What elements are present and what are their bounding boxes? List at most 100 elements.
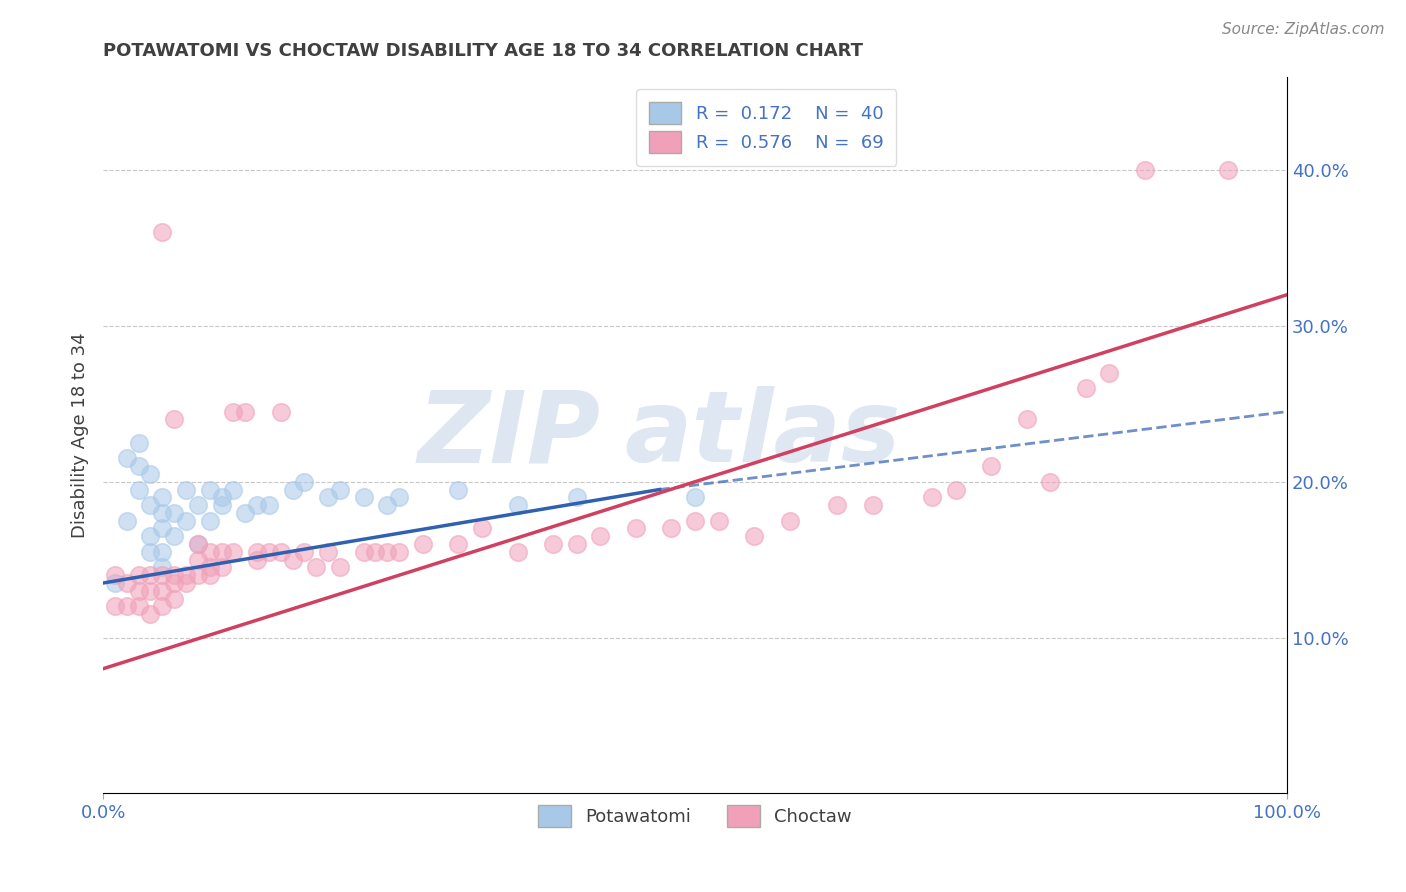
Point <box>661 521 683 535</box>
Point <box>187 537 209 551</box>
Point <box>1216 163 1239 178</box>
Point <box>128 583 150 598</box>
Point <box>281 483 304 497</box>
Point <box>388 545 411 559</box>
Point <box>150 560 173 574</box>
Point <box>589 529 612 543</box>
Point <box>565 491 588 505</box>
Text: ZIP: ZIP <box>418 386 600 483</box>
Point <box>139 498 162 512</box>
Point <box>174 576 197 591</box>
Point <box>104 576 127 591</box>
Point <box>163 568 186 582</box>
Point <box>211 498 233 512</box>
Point <box>246 545 269 559</box>
Point <box>541 537 564 551</box>
Point <box>198 483 221 497</box>
Point <box>115 451 138 466</box>
Point <box>233 506 256 520</box>
Text: POTAWATOMI VS CHOCTAW DISABILITY AGE 18 TO 34 CORRELATION CHART: POTAWATOMI VS CHOCTAW DISABILITY AGE 18 … <box>103 42 863 60</box>
Point <box>364 545 387 559</box>
Point <box>222 483 245 497</box>
Point <box>471 521 494 535</box>
Point <box>624 521 647 535</box>
Point <box>1039 475 1062 489</box>
Point <box>150 545 173 559</box>
Point <box>211 545 233 559</box>
Point <box>187 552 209 566</box>
Text: atlas: atlas <box>624 386 901 483</box>
Point <box>707 514 730 528</box>
Point <box>139 545 162 559</box>
Point <box>565 537 588 551</box>
Point <box>316 491 339 505</box>
Point <box>222 404 245 418</box>
Point <box>150 226 173 240</box>
Point <box>198 514 221 528</box>
Point <box>506 545 529 559</box>
Point <box>233 404 256 418</box>
Point <box>150 599 173 614</box>
Point <box>174 514 197 528</box>
Point <box>329 560 352 574</box>
Point <box>1098 366 1121 380</box>
Point <box>246 498 269 512</box>
Point <box>353 545 375 559</box>
Point <box>211 491 233 505</box>
Point <box>862 498 884 512</box>
Point <box>139 529 162 543</box>
Point <box>187 537 209 551</box>
Point <box>683 491 706 505</box>
Point <box>294 475 316 489</box>
Point <box>316 545 339 559</box>
Point <box>270 404 292 418</box>
Point <box>198 545 221 559</box>
Point <box>506 498 529 512</box>
Point <box>115 576 138 591</box>
Point <box>447 537 470 551</box>
Point <box>139 467 162 481</box>
Point <box>187 498 209 512</box>
Point <box>281 552 304 566</box>
Text: Source: ZipAtlas.com: Source: ZipAtlas.com <box>1222 22 1385 37</box>
Point <box>139 583 162 598</box>
Point <box>1015 412 1038 426</box>
Point <box>1133 163 1156 178</box>
Point <box>945 483 967 497</box>
Point <box>257 545 280 559</box>
Point <box>150 506 173 520</box>
Point <box>163 412 186 426</box>
Point <box>163 506 186 520</box>
Point <box>150 568 173 582</box>
Point <box>198 568 221 582</box>
Point <box>270 545 292 559</box>
Point <box>375 545 398 559</box>
Point <box>375 498 398 512</box>
Point <box>980 459 1002 474</box>
Point <box>174 568 197 582</box>
Point <box>115 514 138 528</box>
Point <box>257 498 280 512</box>
Point <box>187 568 209 582</box>
Legend: Potawatomi, Choctaw: Potawatomi, Choctaw <box>531 798 859 835</box>
Point <box>683 514 706 528</box>
Point <box>115 599 138 614</box>
Point <box>150 491 173 505</box>
Point <box>163 576 186 591</box>
Point <box>921 491 943 505</box>
Point <box>150 521 173 535</box>
Point <box>825 498 848 512</box>
Point <box>150 583 173 598</box>
Point <box>128 459 150 474</box>
Point <box>353 491 375 505</box>
Y-axis label: Disability Age 18 to 34: Disability Age 18 to 34 <box>72 332 89 538</box>
Point <box>1074 381 1097 395</box>
Point <box>294 545 316 559</box>
Point <box>388 491 411 505</box>
Point <box>139 568 162 582</box>
Point <box>104 568 127 582</box>
Point <box>139 607 162 622</box>
Point <box>305 560 328 574</box>
Point <box>246 552 269 566</box>
Point <box>128 483 150 497</box>
